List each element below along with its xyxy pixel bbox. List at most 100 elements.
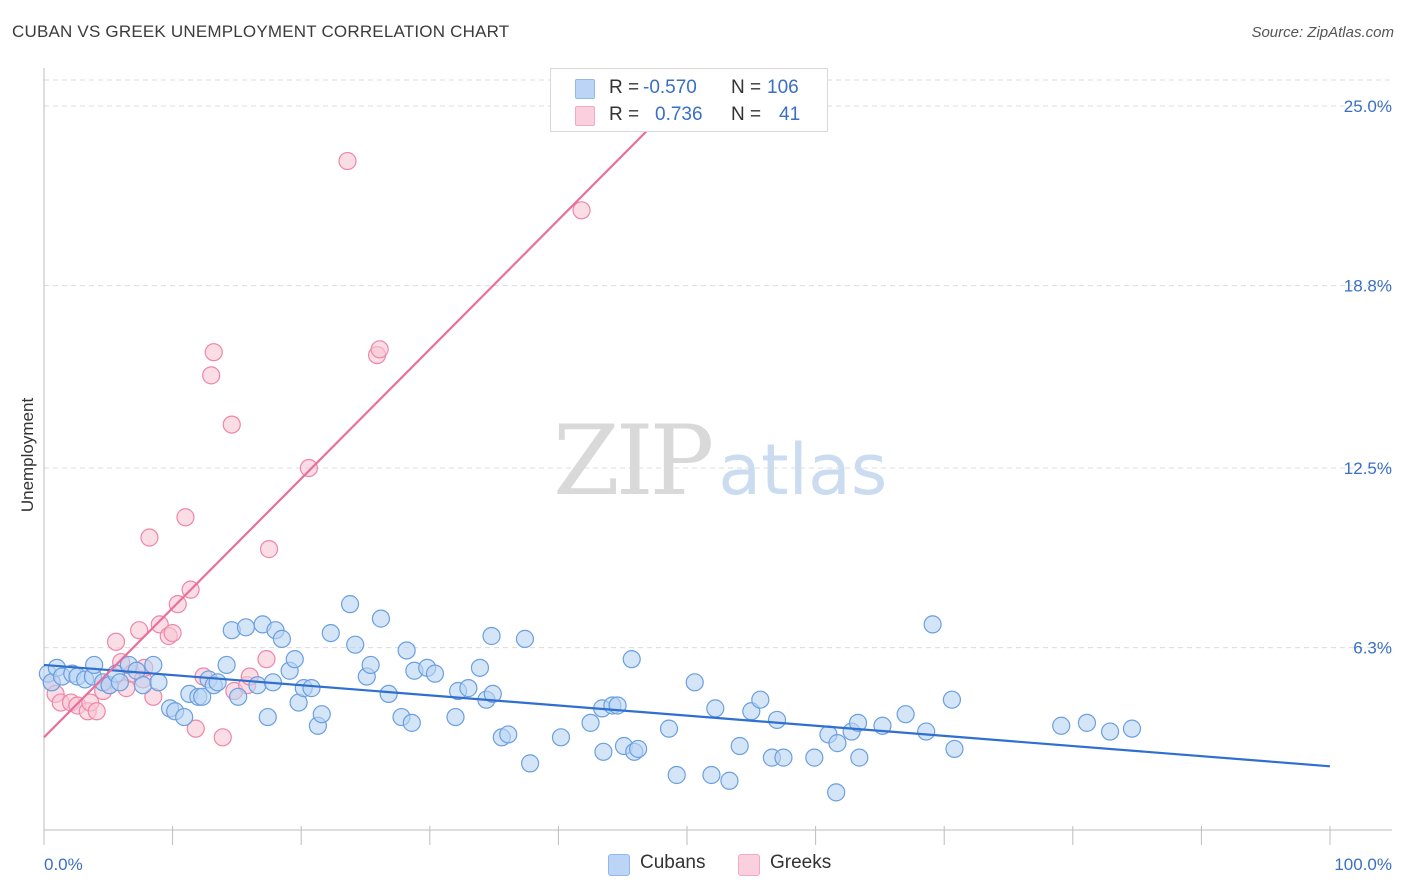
point-cubans [942, 690, 962, 709]
y-tick-label: 18.8% [1344, 277, 1392, 296]
trend-line-cubans [43, 663, 1331, 768]
point-greeks [106, 632, 126, 651]
point-cubans [175, 707, 194, 727]
bottom-legend-label-greeks: Greeks [770, 852, 832, 873]
point-cubans [730, 736, 749, 756]
y-tick-label: 6.3% [1353, 639, 1392, 658]
x-tick-label: 100.0% [1334, 855, 1392, 874]
point-greeks [213, 728, 232, 747]
point-cubans [923, 615, 942, 634]
point-cubans [312, 705, 331, 724]
point-cubans [828, 734, 847, 753]
legend-r-value: 0.736 [655, 104, 703, 125]
point-cubans [272, 629, 292, 648]
y-tick-label: 25.0% [1344, 97, 1392, 116]
point-cubans [659, 719, 679, 738]
point-cubans [629, 739, 648, 759]
point-cubans [774, 748, 793, 767]
legend-r-value: -0.570 [643, 77, 697, 98]
tick-labels: 6.3% 12.5% 18.8% 25.0% 0.0% 100.0% [44, 97, 1392, 874]
point-cubans [149, 673, 168, 692]
point-cubans [340, 595, 360, 614]
point-greeks [130, 621, 149, 640]
point-cubans [285, 650, 304, 669]
data-points [38, 151, 1142, 802]
point-cubans [236, 618, 256, 637]
point-cubans [321, 623, 340, 643]
watermark-atlas: atlas [718, 429, 888, 511]
point-cubans [667, 765, 686, 785]
legend-r-label: R = [609, 104, 640, 125]
bottom-legend-label-cubans: Cubans [640, 852, 706, 873]
point-greeks [140, 528, 159, 547]
point-cubans [482, 626, 501, 646]
point-cubans [685, 673, 704, 692]
point-cubans [446, 707, 465, 727]
point-cubans [133, 676, 153, 695]
axes [43, 68, 1392, 845]
point-greeks [572, 201, 591, 220]
legend-r-label: R = [609, 77, 640, 98]
point-cubans [499, 725, 518, 744]
point-cubans [346, 635, 365, 654]
point-cubans [827, 783, 846, 802]
point-greeks [163, 623, 182, 643]
point-cubans [805, 748, 824, 767]
point-greeks [370, 340, 389, 359]
point-cubans [302, 679, 321, 698]
point-greeks [176, 508, 195, 527]
point-cubans [521, 754, 540, 773]
point-cubans [551, 728, 571, 747]
point-cubans [85, 655, 104, 675]
point-cubans [622, 650, 641, 669]
x-tick-label: 0.0% [44, 855, 83, 874]
point-cubans [217, 655, 236, 675]
legend-n-label: N = [731, 77, 762, 98]
point-cubans [425, 664, 445, 683]
bottom-legend-swatch-greeks [738, 854, 760, 876]
point-cubans [144, 655, 163, 675]
legend-swatch-cubans [575, 79, 595, 99]
point-cubans [361, 655, 380, 675]
trend-line-greeks [43, 105, 673, 739]
legend-n-value: 41 [779, 104, 801, 125]
point-cubans [702, 765, 721, 785]
point-greeks [204, 343, 223, 362]
point-cubans [208, 673, 227, 692]
point-cubans [1100, 722, 1120, 741]
correlation-legend: R = -0.570 N = 106 R = 0.736 N = 41 [550, 68, 828, 132]
point-greeks [186, 719, 205, 738]
watermark-zip: ZIP [553, 405, 714, 517]
point-cubans [720, 771, 739, 790]
point-cubans [850, 748, 869, 767]
point-cubans [1077, 713, 1097, 732]
point-cubans [896, 705, 915, 724]
point-greeks [338, 151, 357, 171]
point-cubans [397, 641, 416, 660]
point-cubans [848, 713, 868, 732]
point-greeks [259, 540, 279, 559]
point-greeks [87, 702, 106, 721]
point-cubans [402, 713, 421, 732]
point-cubans [193, 687, 212, 706]
point-cubans [594, 742, 613, 761]
point-cubans [1052, 716, 1071, 735]
legend-n-value: 106 [767, 77, 799, 98]
point-cubans [1122, 719, 1142, 738]
point-cubans [483, 684, 502, 703]
y-tick-label: 12.5% [1344, 459, 1392, 478]
point-greeks [222, 415, 241, 434]
source-label: Source: ZipAtlas.com [1251, 24, 1394, 41]
point-cubans [945, 739, 964, 759]
point-cubans [767, 710, 787, 730]
point-cubans [110, 673, 129, 692]
point-cubans [248, 676, 267, 695]
point-cubans [379, 684, 398, 703]
point-cubans [371, 609, 391, 628]
bottom-legend-swatch-cubans [608, 854, 630, 876]
point-cubans [581, 713, 600, 732]
point-cubans [229, 687, 248, 706]
point-cubans [706, 699, 725, 718]
point-cubans [459, 679, 478, 698]
